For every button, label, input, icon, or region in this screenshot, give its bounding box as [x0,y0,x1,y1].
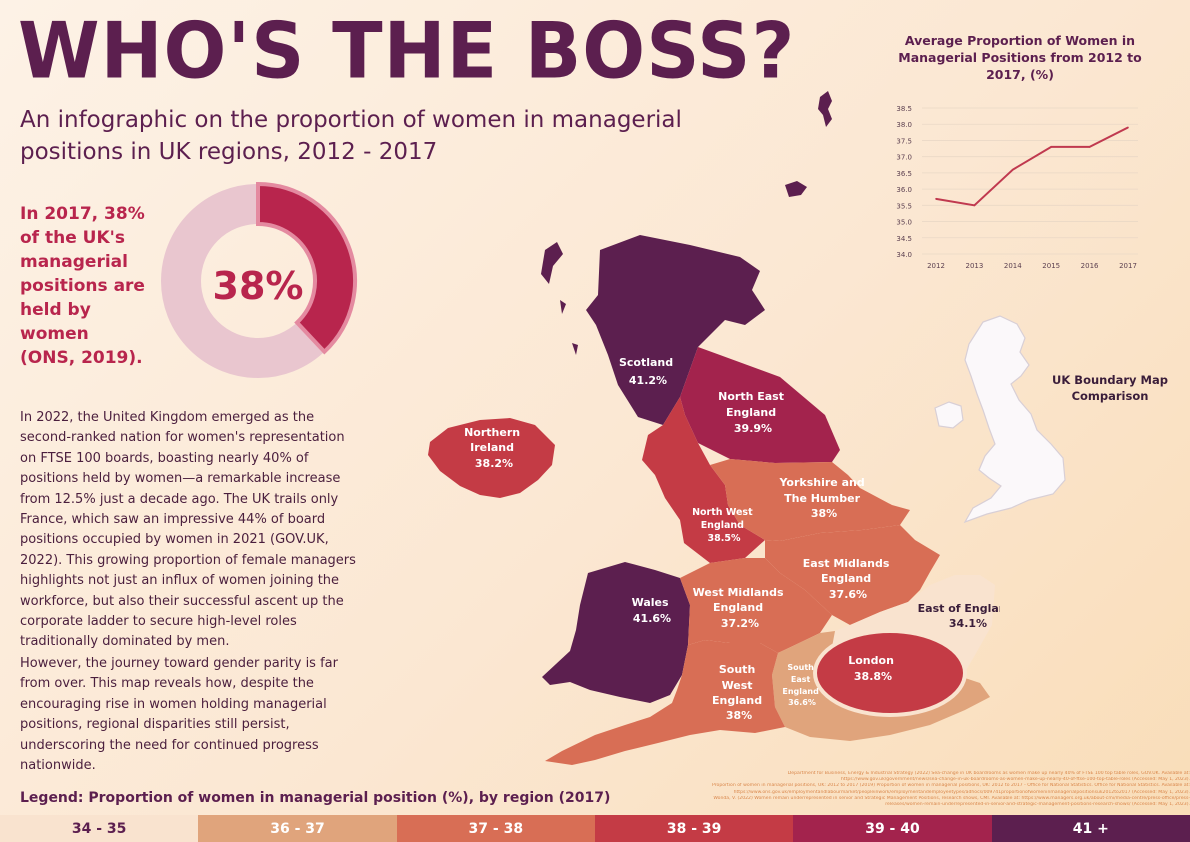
region-map: Scotland 41.2% North East England 39.9% … [428,91,1000,765]
reference-line: https://www.ons.gov.uk/employmentandlabo… [733,789,1190,795]
legend-bin-39-40: 39 - 40 [793,815,992,842]
y-tick-label: 38.0 [896,121,912,129]
body-paragraph-2: However, the journey toward gender parit… [20,656,338,774]
label-north-west: North West England 38.5% [692,507,756,544]
uk-map-label: UK Boundary Map Comparison [1052,373,1168,403]
label-north-east: North East England 39.9% [718,390,788,435]
x-tick-label: 2014 [1004,262,1022,270]
label-south-west: South West England 38% [712,663,766,722]
label-london: London 38.8% [848,654,898,683]
data-point [1050,146,1052,148]
y-tick-label: 34.0 [896,251,912,259]
label-west-midlands: West Midlands England 37.2% [693,586,788,630]
reference-line: Department for Business, Energy & Indust… [787,771,1190,776]
label-wales: Wales 41.6% [632,596,673,625]
page-title: WHO'S THE BOSS? [18,5,796,97]
legend-bin-36-37: 36 - 37 [198,815,397,842]
label-south-east: South East England 36.6% [782,663,821,707]
donut-slice-outline [256,181,357,355]
data-point [1012,168,1014,171]
region-north-west [642,397,765,563]
map-labels: Scotland 41.2% North East England 39.9% … [464,356,1000,722]
y-tick-label: 34.5 [896,235,912,243]
reference-line: https://www.gov.uk/government/news/sea-c… [840,777,1190,783]
data-point [1127,126,1129,129]
label-yorkshire: Yorkshire and The Humber 38% [778,476,868,520]
hebrides-islands [541,242,578,355]
y-tick-label: 37.0 [896,154,912,162]
legend-bar: 34 - 35 36 - 37 37 - 38 38 - 39 39 - 40 … [0,815,1190,842]
y-tick-label: 36.0 [896,186,912,194]
region-west-midlands [680,558,832,653]
label-northern-ireland: Northern Ireland 38.2% [464,426,524,470]
donut-fill-slice [257,184,355,352]
shetland-islands [818,91,832,127]
y-tick-label: 37.5 [896,137,912,145]
line-chart-title: Average Proportion of Women in Manageria… [898,33,1142,82]
region-east-midlands [765,525,940,625]
stat-text: In 2017, 38% of the UK's managerial posi… [20,204,145,368]
x-tick-label: 2017 [1119,262,1137,270]
y-tick-label: 36.5 [896,170,912,178]
data-point [1088,146,1091,148]
legend-bin-38-39: 38 - 39 [594,815,794,842]
legend-bin-34-35: 34 - 35 [0,815,199,842]
x-tick-label: 2013 [965,262,983,270]
x-tick-label: 2012 [927,262,945,270]
region-south-west [545,640,785,765]
region-north-east [680,347,840,463]
label-scotland: Scotland 41.2% [619,356,677,387]
label-east-midlands: East Midlands England 37.6% [803,557,893,601]
reference-line: Wonda, V. (2022) Women remain underrepre… [713,795,1190,801]
reference-line: releases/women-remain-underrepresented-i… [885,802,1190,808]
label-east-of-england: East of England 34.1% [918,602,1000,630]
reference-line: Proportion of women in managerial positi… [712,783,1190,789]
orkney-islands [785,181,807,197]
scottish-islands [541,91,832,355]
references: Department for Business, Energy & Indust… [670,771,1190,808]
uk-boundary-gb [963,315,1066,524]
legend-bin-37-38: 37 - 38 [396,815,595,842]
region-northern-ireland [428,418,555,498]
uk-boundary-ni [934,401,964,429]
region-london [813,629,967,717]
data-point [935,198,937,200]
line-chart: 34.0 34.5 35.0 35.5 36.0 36.5 37.0 37.5 38.0 38.5… [896,105,1138,270]
y-tick-label: 35.5 [896,202,912,210]
y-tick-label: 38.5 [896,105,912,113]
x-tick-label: 2016 [1081,262,1099,270]
x-tick-label: 2015 [1042,262,1060,270]
donut-value-label: 38% [213,264,304,308]
region-scotland [586,235,765,425]
donut-chart: 38% [161,181,357,378]
region-yorkshire [710,459,910,541]
data-point [973,204,976,207]
series-line [935,126,1129,207]
page-subtitle: An infographic on the proportion of wome… [20,107,682,165]
legend-title: Legend: Proportion of women in manageria… [20,790,611,806]
legend-bin-41-plus: 41 + [991,815,1190,842]
body-paragraph-1: In 2022, the United Kingdom emerged as t… [20,410,356,650]
region-wales [542,562,690,703]
y-tick-label: 35.0 [896,219,912,227]
uk-boundary-map [934,315,1066,524]
